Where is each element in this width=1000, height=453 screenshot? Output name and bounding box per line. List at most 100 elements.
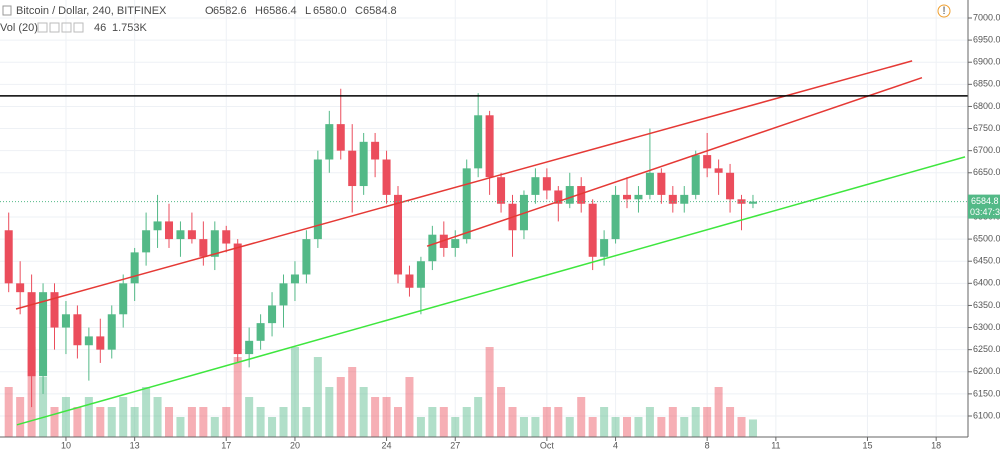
candle-body xyxy=(142,230,151,253)
y-tick-label: 6100.0 xyxy=(973,410,1000,420)
volume-bar xyxy=(313,357,322,437)
y-tick-label: 6250.0 xyxy=(973,344,1000,354)
y-tick-label: 6350.0 xyxy=(973,300,1000,310)
candle-body xyxy=(588,203,597,257)
candle-body xyxy=(84,336,93,346)
candle-body xyxy=(210,230,219,257)
candle-body xyxy=(428,234,437,262)
candle-body xyxy=(39,292,48,377)
ohlc-key: L xyxy=(305,5,311,17)
volume-bar xyxy=(176,417,185,437)
candle-body xyxy=(451,239,460,248)
volume-bar xyxy=(451,417,460,437)
candle-body xyxy=(497,177,506,204)
volume-pane xyxy=(4,347,757,437)
candle-body xyxy=(153,221,162,231)
close-icon[interactable] xyxy=(73,22,84,33)
volume-bar xyxy=(668,407,677,437)
candle-body xyxy=(325,124,334,160)
y-tick-label: 6700.0 xyxy=(973,145,1000,155)
candle-body xyxy=(130,252,139,284)
candle-body xyxy=(565,186,574,204)
candle-body xyxy=(119,283,128,315)
volume-bar xyxy=(554,407,563,437)
candle-body xyxy=(176,230,185,240)
candle-body xyxy=(394,194,403,275)
settings-icon[interactable] xyxy=(37,22,48,33)
volume-bar xyxy=(519,417,528,437)
x-tick-label: 27 xyxy=(450,440,460,450)
candle-body xyxy=(680,194,689,204)
y-tick-label: 6650.0 xyxy=(973,167,1000,177)
x-tick-label: 8 xyxy=(705,440,710,450)
collapse-icon[interactable] xyxy=(2,5,12,16)
candle-body xyxy=(290,274,299,284)
candle-body xyxy=(577,186,586,204)
candle-body xyxy=(439,234,448,248)
candle-body xyxy=(371,141,380,160)
candle-body xyxy=(714,168,723,173)
candle-body xyxy=(61,314,70,328)
y-tick-label: 6900.0 xyxy=(973,57,1000,67)
y-tick-label: 6400.0 xyxy=(973,278,1000,288)
volume-bar xyxy=(279,407,288,437)
volume-bar xyxy=(485,347,494,437)
y-tick-label: 6800.0 xyxy=(973,101,1000,111)
volume-bar xyxy=(737,417,746,437)
candle-body xyxy=(359,141,368,187)
volume-bar xyxy=(222,407,231,437)
volume-bar xyxy=(428,407,437,437)
volume-bar xyxy=(497,387,506,437)
ohlc-key: H xyxy=(255,5,263,17)
candle-body xyxy=(313,159,322,240)
trendline xyxy=(426,76,923,247)
y-tick-label: 6500.0 xyxy=(973,233,1000,243)
x-tick-label: 15 xyxy=(862,440,872,450)
volume-length: 46 xyxy=(94,22,106,34)
volume-bar xyxy=(405,377,414,437)
volume-bar xyxy=(73,407,82,437)
hide-icon[interactable] xyxy=(49,22,60,33)
volume-bar xyxy=(611,417,620,437)
volume-bar xyxy=(439,407,448,437)
volume-bar xyxy=(680,417,689,437)
ohlc-value: 6584.8 xyxy=(363,5,397,17)
price-tag xyxy=(968,194,1000,219)
volume-bar xyxy=(164,407,174,437)
candle-body xyxy=(405,274,414,288)
candle-body xyxy=(657,172,666,195)
candle-body xyxy=(748,201,757,204)
volume-bar xyxy=(691,407,700,437)
candle-body xyxy=(462,168,471,240)
volume-bar xyxy=(623,417,632,437)
candle-body xyxy=(416,261,425,288)
legend: Bitcoin / Dollar, 240, BITFINEX Vol (20)… xyxy=(0,4,951,34)
volume-label: Vol (20) xyxy=(0,22,38,34)
volume-bar xyxy=(382,397,391,437)
candle-body xyxy=(4,230,13,284)
volume-bar xyxy=(748,419,757,437)
candle-body xyxy=(634,194,643,200)
volume-bar xyxy=(199,407,208,437)
volume-bar xyxy=(371,397,380,437)
candle-body xyxy=(302,239,311,275)
y-tick-label: 6850.0 xyxy=(973,79,1000,89)
ohlc-value: 6582.6 xyxy=(213,5,247,17)
x-tick-label: 13 xyxy=(130,440,140,450)
alert-icon[interactable] xyxy=(937,4,951,18)
candle-body xyxy=(199,239,208,257)
y-tick-label: 6450.0 xyxy=(973,256,1000,266)
y-tick-label: 6750.0 xyxy=(973,123,1000,133)
price-pane xyxy=(0,60,968,426)
symbol: Bitcoin / Dollar, 240, BITFINEX xyxy=(16,5,167,17)
volume-bar xyxy=(290,347,299,437)
candle-body xyxy=(222,230,231,244)
volume-bar xyxy=(107,407,116,437)
format-icon[interactable] xyxy=(61,22,72,33)
volume-bar xyxy=(39,377,48,437)
axes: 6100.0 6150.0 6200.0 6250.0 6300.0 6350.0 6400… xyxy=(61,12,1000,450)
candle-body xyxy=(600,239,609,257)
candle-body xyxy=(96,336,105,350)
